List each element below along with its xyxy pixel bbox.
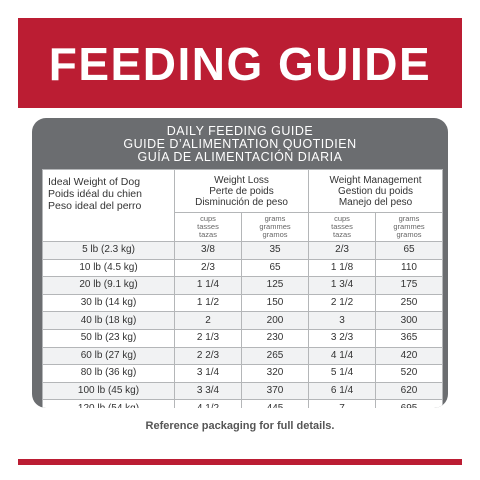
cell-weight: 100 lb (45 kg)	[42, 381, 175, 401]
header-banner: FEEDING GUIDE	[18, 18, 462, 108]
cell-mgmt-cups: 4 1/4	[308, 346, 377, 366]
cell-mgmt-grams: 620	[375, 381, 444, 401]
feeding-guide-card: DAILY FEEDING GUIDE GUIDE D’ALIMENTATION…	[32, 118, 448, 408]
cell-weight: 60 lb (27 kg)	[42, 346, 175, 366]
cell-mgmt-cups: 3 2/3	[308, 328, 377, 348]
cell-loss-cups: 2 2/3	[174, 346, 242, 366]
cell-loss-grams: 265	[240, 346, 310, 366]
cell-mgmt-grams: 175	[375, 276, 444, 295]
cell-loss-cups: 4 1/2	[174, 399, 242, 408]
cell-loss-grams: 65	[240, 258, 310, 278]
cell-mgmt-grams: 365	[375, 328, 444, 348]
card-title-fr: GUIDE D’ALIMENTATION QUOTIDIEN	[123, 137, 357, 151]
cell-loss-grams: 320	[240, 364, 310, 383]
cell-weight: 50 lb (23 kg)	[42, 328, 175, 348]
table-row: 50 lb (23 kg) 2 1/3 230 3 2/3 365	[42, 328, 444, 348]
table-row: 120 lb (54 kg)4 1/24457695	[42, 399, 444, 408]
card-title-en: DAILY FEEDING GUIDE	[166, 124, 314, 138]
cell-mgmt-cups: 1 1/8	[308, 258, 377, 278]
table-row: 40 lb (18 kg) 2 200 3 300	[42, 311, 444, 330]
cell-loss-cups: 2	[174, 311, 242, 330]
page-title: FEEDING GUIDE	[48, 38, 432, 90]
cell-mgmt-cups: 2/3	[308, 241, 377, 260]
cell-mgmt-grams: 110	[375, 258, 444, 278]
cell-mgmt-cups: 5 1/4	[308, 364, 377, 383]
cell-mgmt-grams: 65	[375, 241, 444, 260]
feeding-table: Ideal Weight of Dog Poids idéal du chien…	[42, 169, 444, 408]
unit-cups-mgmt: cups tasses tazas	[308, 212, 377, 242]
cell-mgmt-cups: 2 1/2	[308, 293, 377, 313]
cell-loss-grams: 125	[240, 276, 310, 295]
unit-grams-loss: grams grammes gramos	[240, 212, 310, 242]
cell-loss-grams: 230	[240, 328, 310, 348]
cell-mgmt-grams: 300	[375, 311, 444, 330]
cell-loss-grams: 35	[240, 241, 310, 260]
cell-loss-cups: 3 1/4	[174, 364, 242, 383]
header-ideal-weight: Ideal Weight of Dog Poids idéal du chien…	[42, 169, 175, 242]
cell-weight: 30 lb (14 kg)	[42, 293, 175, 313]
cell-weight: 40 lb (18 kg)	[42, 311, 175, 330]
cell-mgmt-cups: 6 1/4	[308, 381, 377, 401]
cell-weight: 5 lb (2.3 kg)	[42, 241, 175, 260]
cell-loss-cups: 3/8	[174, 241, 242, 260]
table-row: 20 lb (9.1 kg) 1 1/4 125 1 3/4 175	[42, 276, 444, 295]
cell-mgmt-grams: 250	[375, 293, 444, 313]
cell-loss-cups: 3 3/4	[174, 381, 242, 401]
cell-loss-grams: 200	[240, 311, 310, 330]
cell-mgmt-cups: 1 3/4	[308, 276, 377, 295]
cell-mgmt-grams: 420	[375, 346, 444, 366]
cell-loss-cups: 1 1/2	[174, 293, 242, 313]
table-row: 30 lb (14 kg) 1 1/2 150 2 1/2 250	[42, 293, 444, 313]
table-row: 80 lb (36 kg) 3 1/4 320 5 1/4 520	[42, 364, 444, 383]
cell-weight: 20 lb (9.1 kg)	[42, 276, 175, 295]
cell-mgmt-grams: 520	[375, 364, 444, 383]
cell-loss-cups: 2/3	[174, 258, 242, 278]
reference-note: Reference packaging for full details.	[145, 420, 335, 432]
cell-loss-cups: 2 1/3	[174, 328, 242, 348]
table-row: 10 lb (4.5 kg) 2/3 65 1 1/8 110	[42, 258, 444, 278]
cell-loss-grams: 150	[240, 293, 310, 313]
table-row: 100 lb (45 kg) 3 3/4 370 6 1/4 620	[42, 381, 444, 401]
cell-mgmt-cups: 3	[308, 311, 377, 330]
table-row: 60 lb (27 kg) 2 2/3 265 4 1/4 420	[42, 346, 444, 366]
cell-mgmt-cups: 7	[308, 399, 377, 408]
footer-bar	[18, 459, 462, 465]
table-row: 5 lb (2.3 kg) 3/8 35 2/3 65	[42, 241, 444, 260]
cell-weight: 80 lb (36 kg)	[42, 364, 175, 383]
cell-weight: 10 lb (4.5 kg)	[42, 258, 175, 278]
header-weight-loss: Weight Loss Perte de poids Disminución d…	[173, 169, 310, 213]
cell-weight: 120 lb (54 kg)	[42, 399, 175, 408]
unit-cups-loss: cups tasses tazas	[174, 212, 242, 242]
card-header: DAILY FEEDING GUIDE GUIDE D’ALIMENTATION…	[32, 118, 448, 170]
cell-mgmt-grams: 695	[375, 399, 444, 408]
table-body: 5 lb (2.3 kg) 3/8 35 2/3 65 10 lb (4.5 kg) 2/3…	[42, 241, 444, 408]
card-title-es: GUÍA DE ALIMENTACIÓN DIARIA	[137, 150, 343, 164]
cell-loss-cups: 1 1/4	[174, 276, 242, 295]
cell-loss-grams: 445	[240, 399, 310, 408]
cell-loss-grams: 370	[240, 381, 310, 401]
header-weight-management: Weight Management Gestion du poids Manej…	[308, 169, 444, 213]
unit-grams-mgmt: grams grammes gramos	[375, 212, 444, 242]
